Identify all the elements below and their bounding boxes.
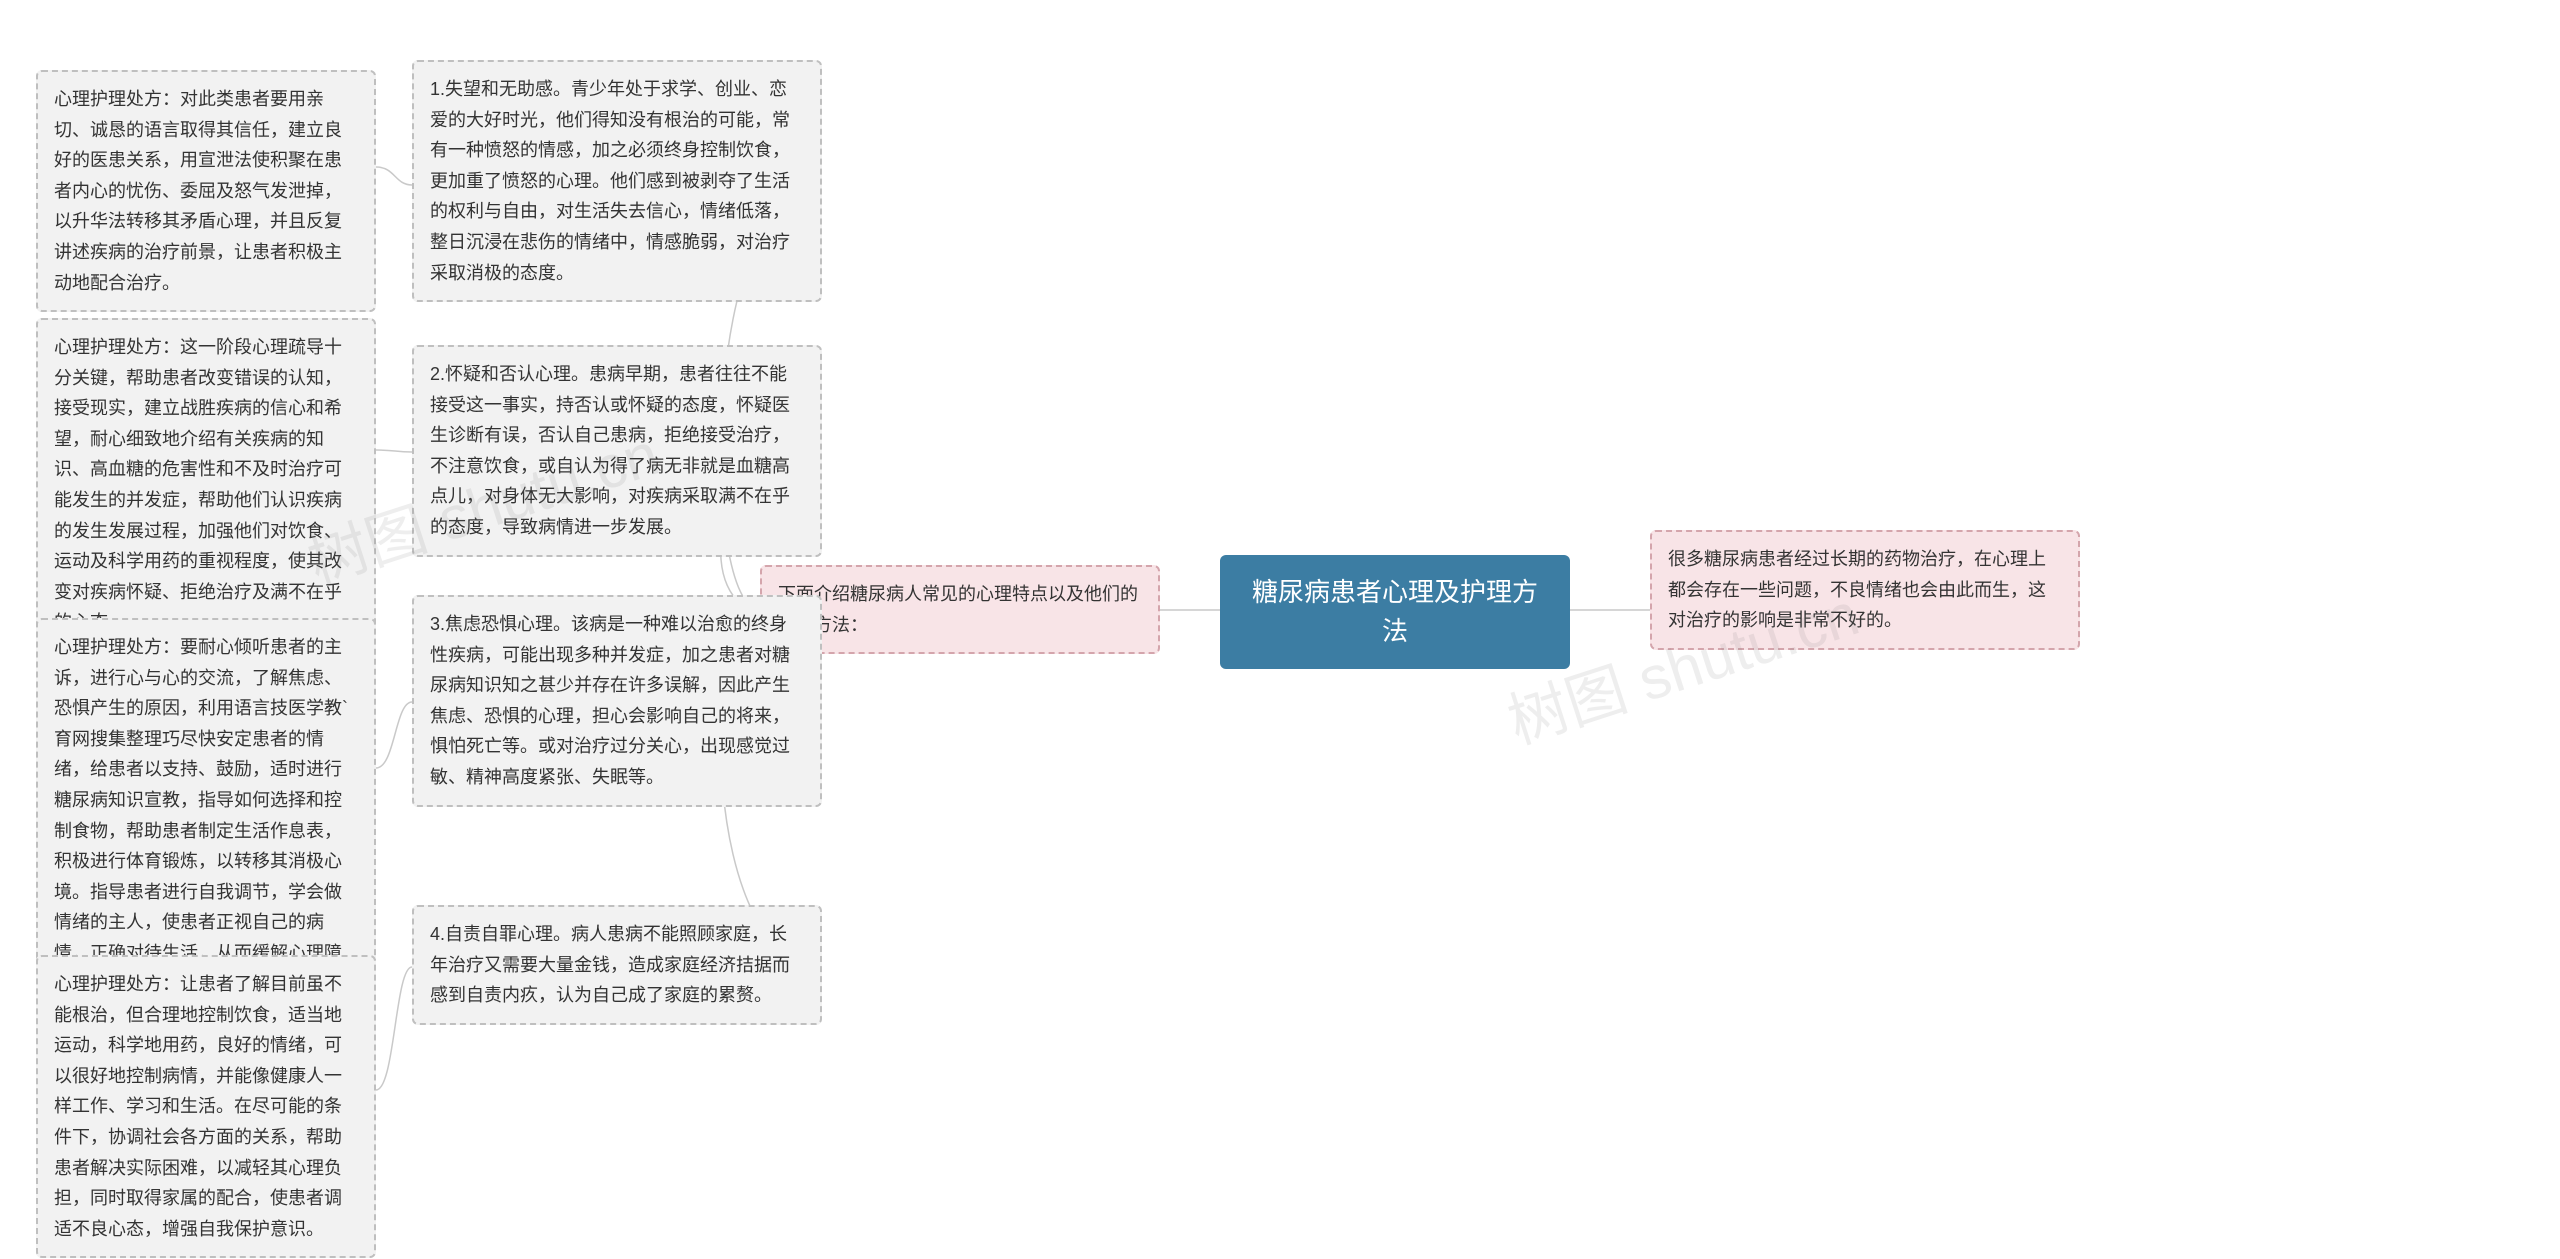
psych-node-2: 2.怀疑和否认心理。患病早期，患者往往不能接受这一事实，持否认或怀疑的态度，怀疑… xyxy=(412,345,822,557)
psych-node-1: 1.失望和无助感。青少年处于求学、创业、恋爱的大好时光，他们得知没有根治的可能，… xyxy=(412,60,822,302)
treatment-text-2: 心理护理处方：这一阶段心理疏导十分关键，帮助患者改变错误的认知，接受现实，建立战… xyxy=(54,337,342,632)
right-summary-text: 很多糖尿病患者经过长期的药物治疗，在心理上都会存在一些问题，不良情绪也会由此而生… xyxy=(1668,549,2046,630)
psych-text-4: 4.自责自罪心理。病人患病不能照顾家庭，长年治疗又需要大量金钱，造成家庭经济拮据… xyxy=(430,924,790,1005)
treatment-node-4: 心理护理处方：让患者了解目前虽不能根治，但合理地控制饮食，适当地运动，科学地用药… xyxy=(36,955,376,1258)
treatment-node-1: 心理护理处方：对此类患者要用亲切、诚恳的语言取得其信任，建立良好的医患关系，用宣… xyxy=(36,70,376,312)
center-title: 糖尿病患者心理及护理方 法 xyxy=(1252,577,1538,646)
psych-node-4: 4.自责自罪心理。病人患病不能照顾家庭，长年治疗又需要大量金钱，造成家庭经济拮据… xyxy=(412,905,822,1025)
treatment-node-3: 心理护理处方：要耐心倾听患者的主诉，进行心与心的交流，了解焦虑、恐惧产生的原因，… xyxy=(36,618,376,1013)
treatment-text-4: 心理护理处方：让患者了解目前虽不能根治，但合理地控制饮食，适当地运动，科学地用药… xyxy=(54,974,342,1239)
center-node: 糖尿病患者心理及护理方 法 xyxy=(1220,555,1570,669)
treatment-node-2: 心理护理处方：这一阶段心理疏导十分关键，帮助患者改变错误的认知，接受现实，建立战… xyxy=(36,318,376,652)
treatment-text-1: 心理护理处方：对此类患者要用亲切、诚恳的语言取得其信任，建立良好的医患关系，用宣… xyxy=(54,89,342,293)
left-intro-text: 下面介绍糖尿病人常见的心理特点以及他们的护理方法： xyxy=(778,584,1138,635)
treatment-text-3: 心理护理处方：要耐心倾听患者的主诉，进行心与心的交流，了解焦虑、恐惧产生的原因，… xyxy=(54,637,348,994)
psych-text-1: 1.失望和无助感。青少年处于求学、创业、恋爱的大好时光，他们得知没有根治的可能，… xyxy=(430,79,790,283)
psych-node-3: 3.焦虑恐惧心理。该病是一种难以治愈的终身性疾病，可能出现多种并发症，加之患者对… xyxy=(412,595,822,807)
psych-text-3: 3.焦虑恐惧心理。该病是一种难以治愈的终身性疾病，可能出现多种并发症，加之患者对… xyxy=(430,614,790,787)
psych-text-2: 2.怀疑和否认心理。患病早期，患者往往不能接受这一事实，持否认或怀疑的态度，怀疑… xyxy=(430,364,790,537)
right-summary-node: 很多糖尿病患者经过长期的药物治疗，在心理上都会存在一些问题，不良情绪也会由此而生… xyxy=(1650,530,2080,650)
